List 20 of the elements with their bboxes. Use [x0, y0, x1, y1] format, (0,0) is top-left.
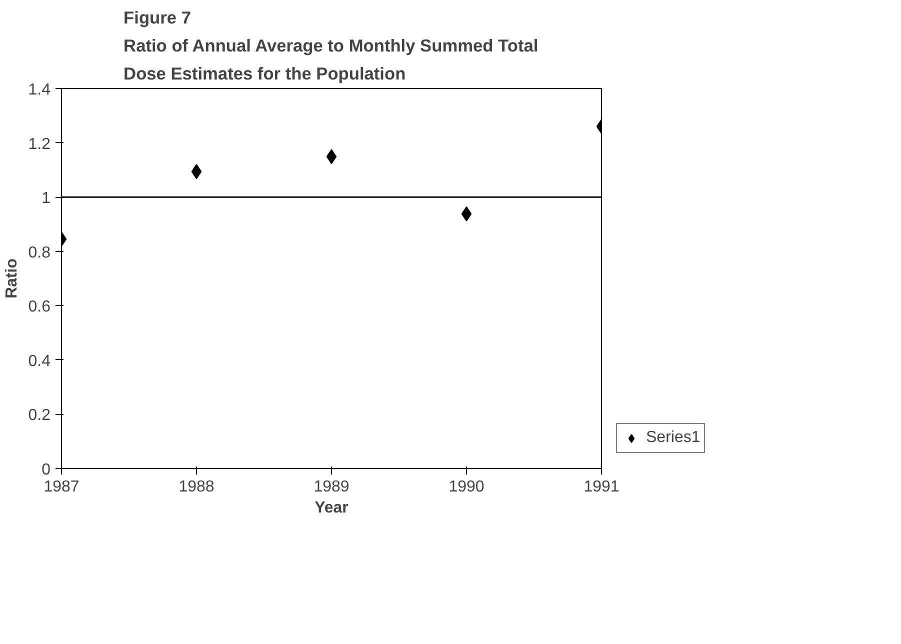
y-tick-label: 0.6 [28, 298, 51, 316]
chart-title: Figure 7 Ratio of Annual Average to Monthly Summed Total Dose Estimates for the Population [124, 8, 538, 84]
y-tick-label: 0.8 [28, 244, 51, 262]
x-tick-label: 1988 [178, 478, 214, 496]
y-axis-title: Ratio [3, 258, 20, 298]
y-tick-label: 0.4 [28, 352, 51, 370]
y-tick-label: 1.2 [28, 136, 51, 153]
legend-label: Series1 [646, 429, 700, 447]
x-axis-title: Year [314, 500, 348, 516]
x-tick-label: 1991 [584, 478, 620, 496]
y-tick-label: 0.2 [28, 407, 51, 424]
x-tick-label: 1987 [44, 478, 80, 496]
y-tick-label: 1.4 [28, 82, 51, 98]
x-tick-label: 1990 [448, 478, 484, 496]
y-tick-label: 0 [42, 462, 51, 478]
point [461, 206, 472, 222]
point [326, 149, 337, 164]
y-tick-label: 1 [42, 190, 51, 208]
point [191, 164, 202, 180]
x-tick-label: 1989 [314, 478, 350, 496]
